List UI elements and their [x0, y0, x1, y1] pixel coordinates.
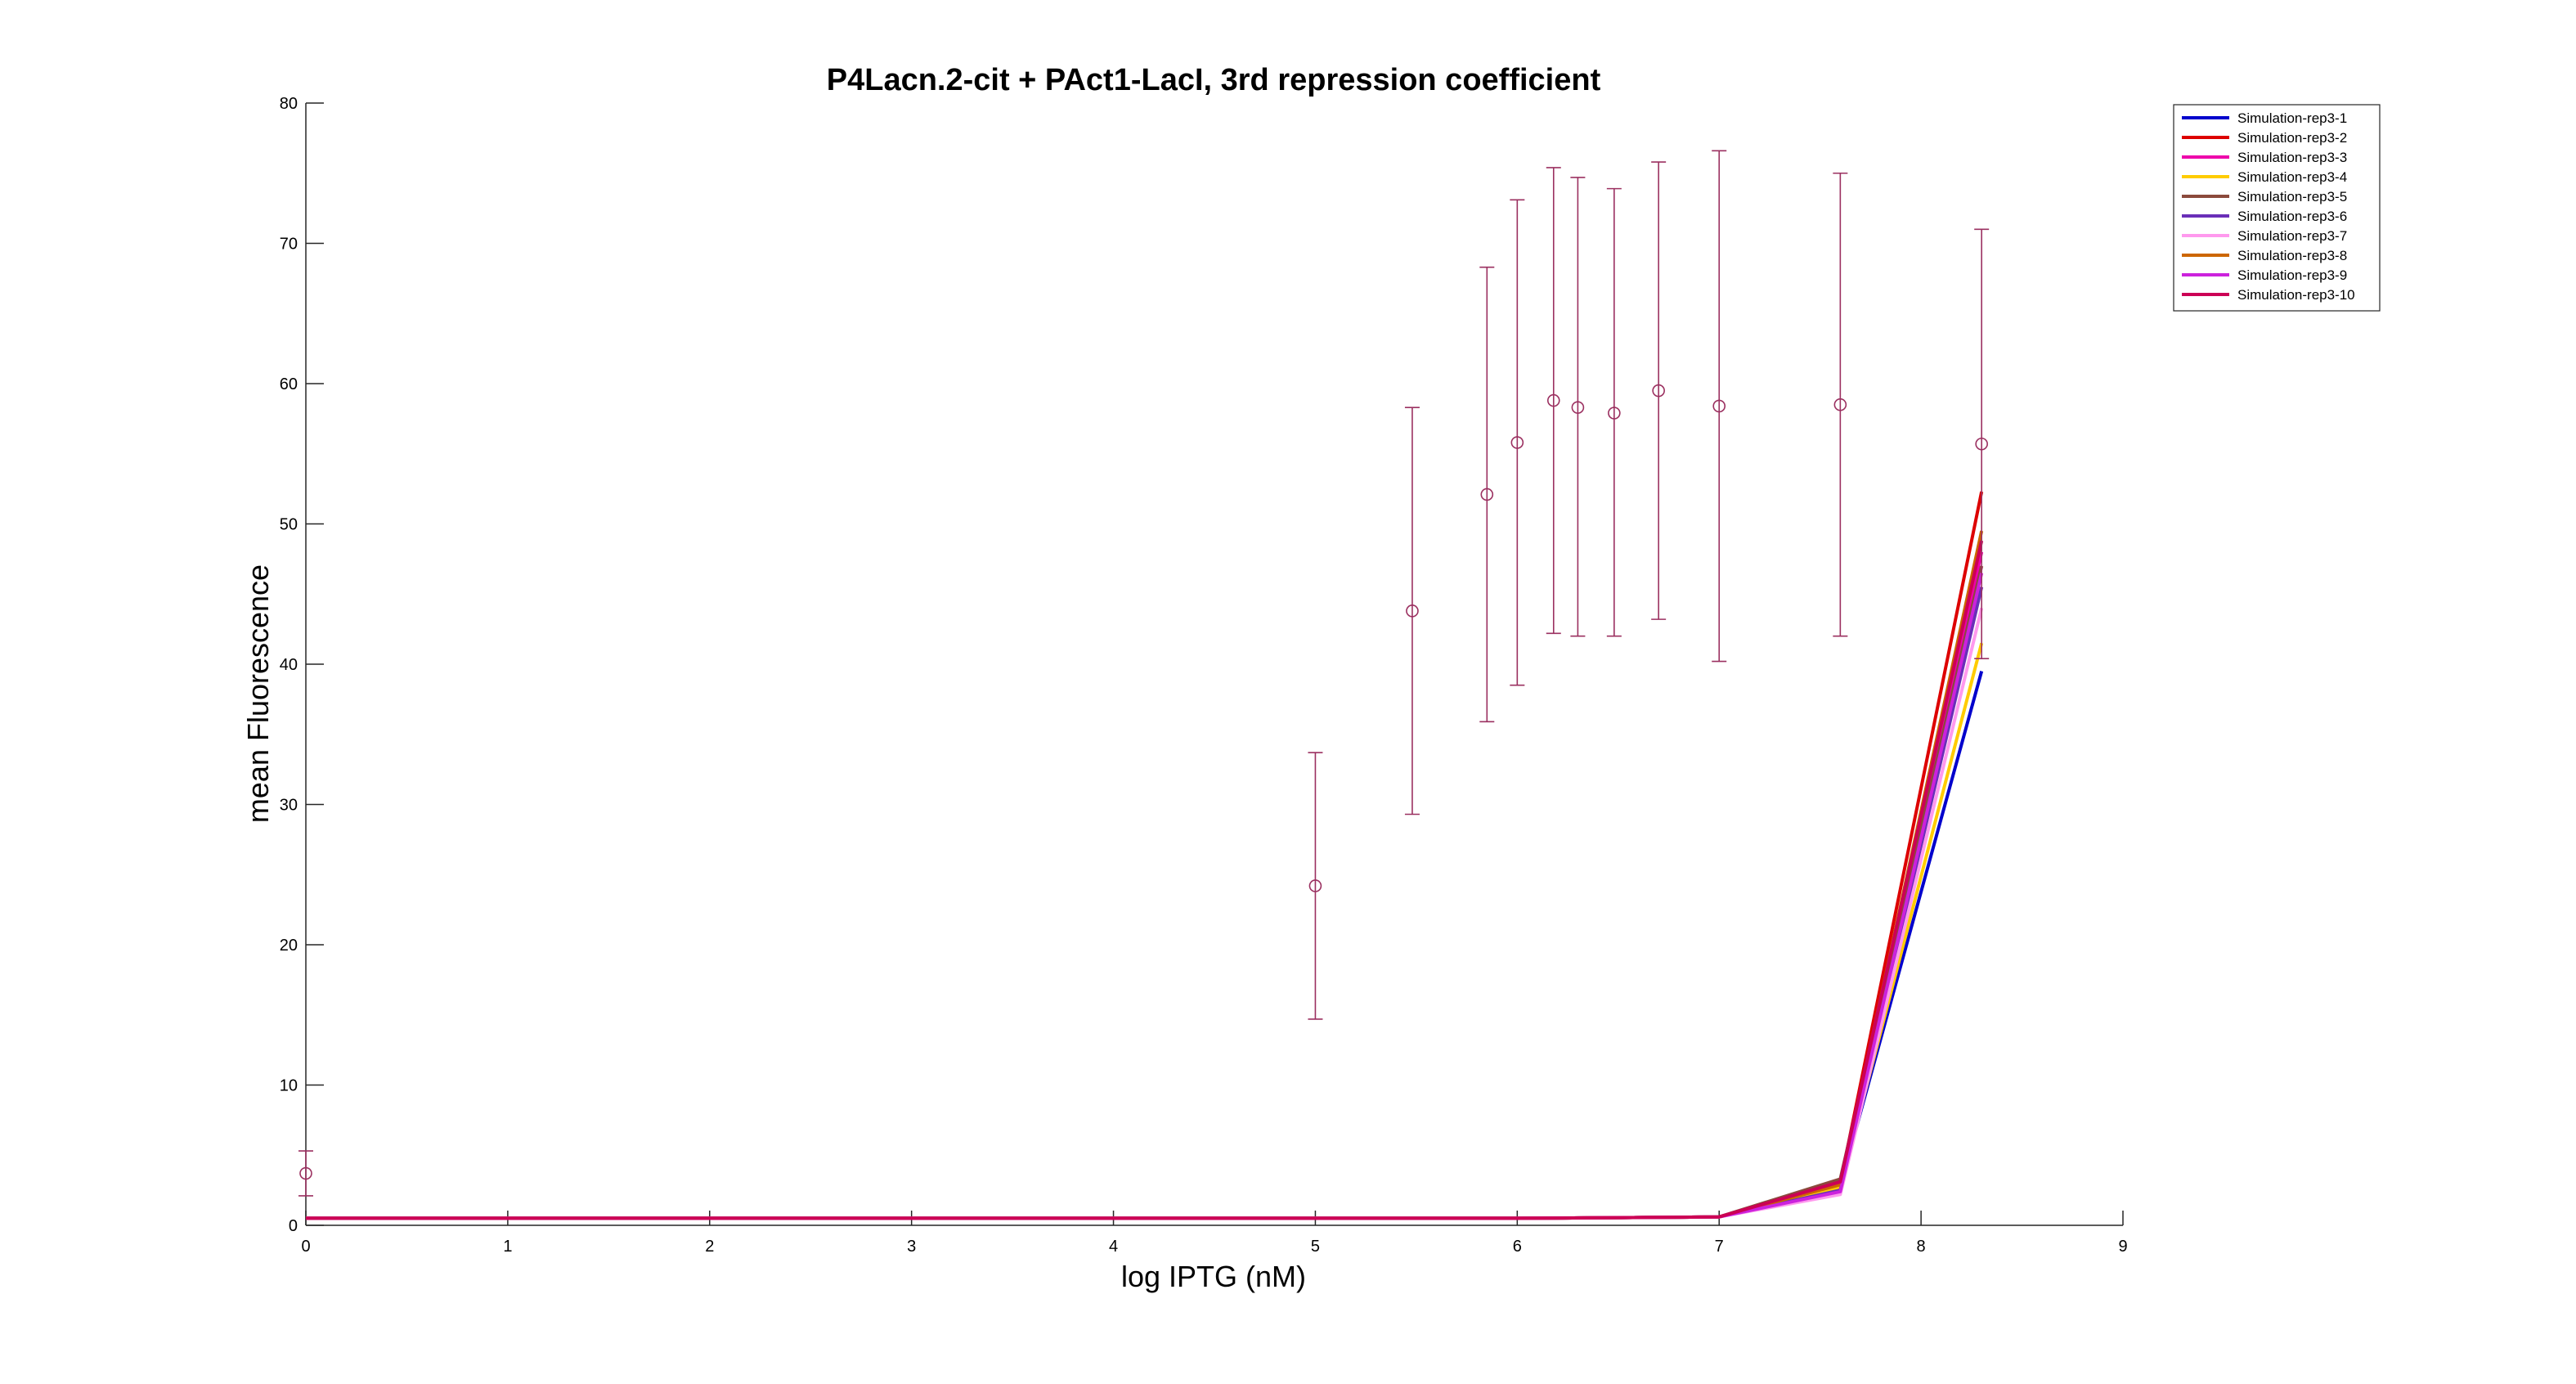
legend-label-3: Simulation-rep3-3: [2237, 150, 2347, 165]
data-point-marker: [1712, 399, 1726, 413]
y-tick-label: 80: [280, 95, 298, 113]
legend-label-4: Simulation-rep3-4: [2237, 169, 2347, 185]
x-tick-label: 3: [907, 1238, 916, 1256]
x-tick-label: 9: [2118, 1238, 2127, 1256]
series-line-7: [306, 607, 1984, 1220]
y-tick-label: 40: [280, 656, 298, 674]
data-point-marker: [1652, 384, 1665, 398]
x-tick-label: 4: [1109, 1238, 1118, 1256]
y-tick-label: 30: [280, 797, 298, 815]
y-tick-label: 70: [280, 236, 298, 254]
x-tick-label: 0: [301, 1238, 310, 1256]
simulation-lines: [306, 491, 1984, 1220]
data-point-marker: [1406, 604, 1419, 618]
legend-label-10: Simulation-rep3-10: [2237, 287, 2355, 303]
legend-label-7: Simulation-rep3-7: [2237, 228, 2347, 244]
data-point-marker: [1510, 436, 1524, 449]
data-point-marker: [1975, 437, 1988, 451]
x-tick-label: 8: [1917, 1238, 1926, 1256]
data-point-marker: [1480, 488, 1494, 501]
x-tick-label: 6: [1513, 1238, 1522, 1256]
experimental-points: [298, 150, 1990, 1197]
x-tick-label: 1: [503, 1238, 512, 1256]
legend: Simulation-rep3-1 Simulation-rep3-2 Simula…: [2173, 104, 2381, 312]
y-tick-label: 60: [280, 375, 298, 393]
series-line-4: [306, 642, 1984, 1220]
legend-label-6: Simulation-rep3-6: [2237, 209, 2347, 224]
data-point-marker: [1308, 879, 1322, 892]
data-point-marker: [1546, 393, 1560, 407]
y-tick-label: 0: [289, 1217, 298, 1235]
data-point-marker: [1571, 401, 1585, 414]
legend-label-5: Simulation-rep3-5: [2237, 189, 2347, 204]
legend-label-9: Simulation-rep3-9: [2237, 267, 2347, 283]
x-tick-label: 7: [1715, 1238, 1724, 1256]
legend-label-8: Simulation-rep3-8: [2237, 248, 2347, 263]
x-axis-label: log IPTG (nM): [1121, 1260, 1306, 1293]
y-tick-label: 50: [280, 516, 298, 534]
series-line-9: [306, 573, 1984, 1220]
y-tick-label: 10: [280, 1077, 298, 1095]
legend-label-1: Simulation-rep3-1: [2237, 110, 2347, 126]
series-line-6: [306, 586, 1984, 1220]
chart-title: P4Lacn.2-cit + PAct1-LacI, 3rd repressio…: [827, 63, 1601, 97]
x-tick-label: 5: [1311, 1238, 1320, 1256]
data-point-marker: [299, 1166, 312, 1180]
axes: 0 1 2 3 4 5 6 7 8 9 0 10 20 30 40 50 60 70 80: [280, 95, 2128, 1256]
data-point-marker: [1608, 407, 1621, 420]
legend-label-2: Simulation-rep3-2: [2237, 130, 2347, 146]
series-line-3: [306, 551, 1984, 1220]
series-line-1: [306, 671, 1984, 1220]
series-line-5: [306, 565, 1984, 1220]
x-tick-label: 2: [705, 1238, 714, 1256]
y-tick-label: 20: [280, 937, 298, 955]
series-line-2: [306, 491, 1984, 1220]
y-axis-label: mean Fluorescence: [241, 564, 275, 823]
series-line-10: [306, 540, 1984, 1220]
data-point-marker: [1833, 398, 1847, 411]
series-line-8: [306, 530, 1984, 1220]
